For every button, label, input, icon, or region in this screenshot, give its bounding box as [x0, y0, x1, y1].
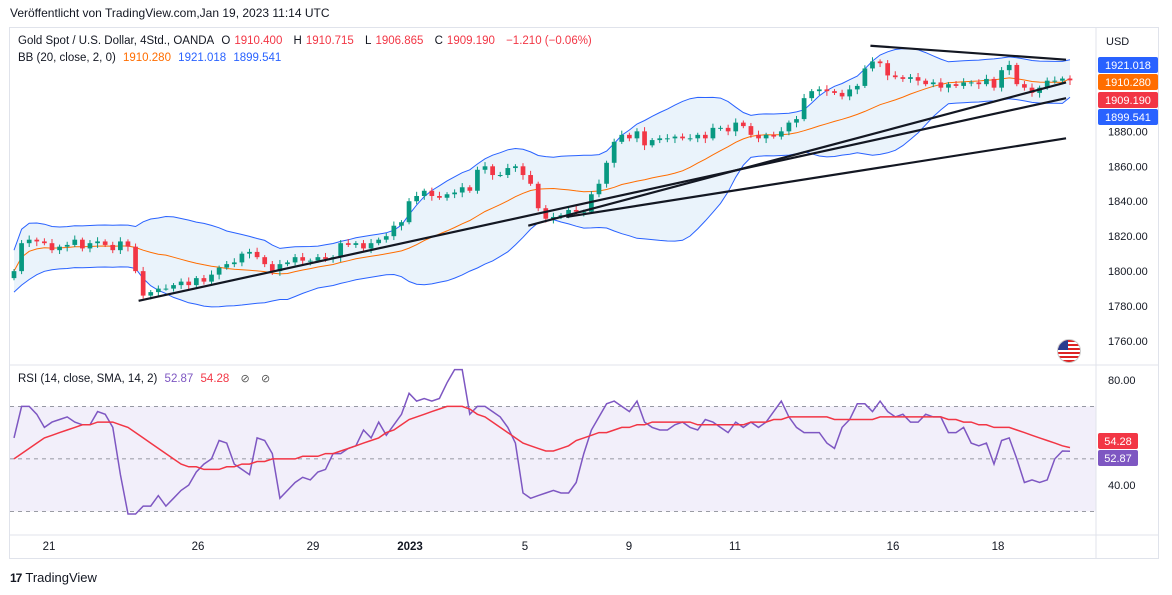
footer-brand: TradingView [25, 570, 97, 585]
ohlc-close: C 1909.190 [434, 35, 495, 47]
rsi-legend[interactable]: RSI (14, close, SMA, 14, 2) 52.87 54.28 … [18, 372, 274, 385]
us-flag-icon[interactable] [1057, 339, 1081, 363]
bb-basis-value: 1910.280 [123, 52, 171, 64]
ohlc-low: L 1906.865 [365, 35, 424, 47]
hide-eye-icon[interactable]: ⊘ [240, 373, 250, 385]
rsi-sma-value: 54.28 [200, 373, 230, 385]
tradingview-footer[interactable]: 17 TradingView [10, 570, 97, 585]
published-header: Veröffentlicht von TradingView.com,Jan 1… [10, 6, 330, 20]
bb-upper-value: 1921.018 [178, 52, 227, 64]
ohlc-open: O 1910.400 [221, 35, 283, 47]
price-change: −1.210 (−0.06%) [506, 35, 592, 47]
rsi-label: RSI (14, close, SMA, 14, 2) [18, 373, 158, 385]
bb-lower-value: 1899.541 [233, 52, 282, 64]
symbol-name: Gold Spot / U.S. Dollar, 4Std., OANDA [18, 35, 215, 47]
rsi-value: 52.87 [164, 373, 194, 385]
settings-eye-icon[interactable]: ⊘ [260, 373, 271, 385]
bb-legend[interactable]: BB (20, close, 2, 0) 1910.280 1921.018 1… [18, 52, 285, 64]
chart-frame [9, 27, 1159, 559]
ohlc-high: H 1910.715 [293, 35, 354, 47]
bb-label: BB (20, close, 2, 0) [18, 52, 116, 64]
tradingview-logo-icon: 17 [10, 570, 22, 585]
